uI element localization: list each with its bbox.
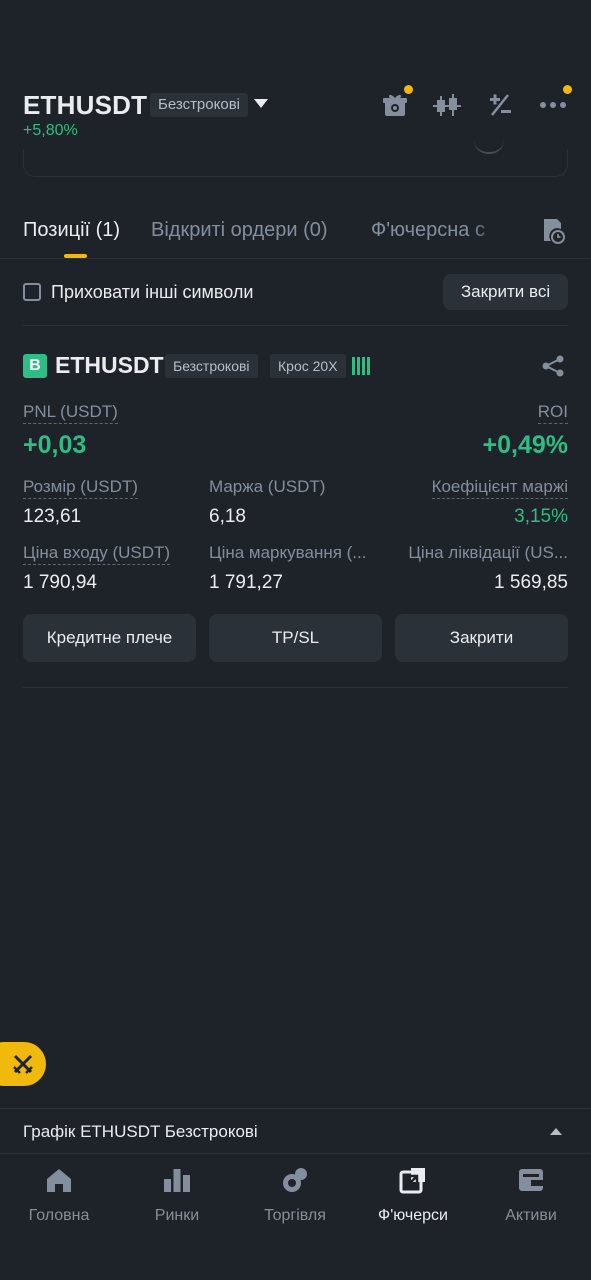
notification-dot [563,85,572,94]
chart-collapse-bar[interactable] [0,1108,591,1154]
hide-others-label[interactable]: Приховати інші символи [51,282,254,302]
tpsl-button[interactable]: TP/SL [209,614,382,662]
pnl-value: +0,03 [23,431,87,459]
active-tab-indicator [64,254,87,258]
nav-item-assets[interactable]: Активи [472,1165,590,1225]
calculator-icon[interactable] [485,90,515,120]
nav-item-trade[interactable]: Торгівля [236,1165,354,1225]
size-value: 123,61 [23,506,82,527]
chart-bar-label[interactable]: Графік ETHUSDT Безстрокові [23,1122,258,1141]
nav-item-home[interactable]: Головна [0,1165,118,1225]
position-symbol[interactable]: ETHUSDT [55,352,164,378]
share-icon[interactable] [538,351,568,381]
card-handle [474,140,504,154]
tabs-divider [0,258,591,259]
contract-type-badge[interactable]: Безстрокові [150,93,248,117]
price-change: +5,80% [23,122,78,139]
side-badge: B [23,354,47,378]
risk-bars-icon [352,357,370,375]
tab-fade [470,210,510,254]
candlestick-icon[interactable] [432,90,462,120]
mark-price-label: Ціна маркування (... [209,543,367,562]
margin-ratio-label[interactable]: Коефіцієнт маржі [431,477,568,499]
collapsed-card-edge [23,150,568,177]
size-label[interactable]: Розмір (USDT) [23,477,138,499]
notification-dot [404,85,413,94]
trade-icon [280,1165,310,1195]
nav-label: Ринки [154,1207,200,1224]
divider [23,687,568,688]
swords-icon [13,1054,33,1074]
margin-label: Маржа (USDT) [209,477,326,496]
leverage-button[interactable]: Кредитне плече [23,614,196,662]
tab-futures-grid[interactable]: Ф'ючерсна с [371,219,485,241]
nav-label: Торгівля [264,1207,326,1224]
futures-icon [398,1165,428,1195]
hide-others-checkbox[interactable] [23,283,41,301]
entry-price-label[interactable]: Ціна входу (USDT) [23,543,171,565]
margin-value: 6,18 [209,506,246,527]
history-icon[interactable] [539,216,569,246]
divider [23,325,568,326]
position-contract-type: Безстрокові [165,354,258,378]
roi-label[interactable]: ROI [537,402,568,424]
more-icon[interactable] [538,90,568,120]
floating-battle-button[interactable] [0,1042,46,1086]
markets-icon [162,1165,192,1195]
entry-price-value: 1 790,94 [23,572,97,593]
symbol-title[interactable]: ETHUSDT [23,90,148,120]
wallet-icon [516,1165,546,1195]
nav-item-markets[interactable]: Ринки [118,1165,236,1225]
close-position-button[interactable]: Закрити [395,614,568,662]
pnl-label[interactable]: PNL (USDT) [23,402,118,424]
roi-value: +0,49% [482,431,569,459]
margin-ratio-value: 3,15% [514,506,568,527]
chevron-up-icon[interactable] [550,1128,562,1135]
close-all-button[interactable]: Закрити всі [443,274,568,310]
tab-positions[interactable]: Позиції (1) [23,219,121,241]
gift-icon[interactable] [380,90,410,120]
symbol-dropdown-icon[interactable] [254,99,268,108]
home-icon [44,1165,74,1195]
liquidation-price-value: 1 569,85 [494,572,568,593]
mark-price-value: 1 791,27 [209,572,283,593]
nav-label: Ф'ючерси [378,1207,448,1224]
tab-open-orders[interactable]: Відкриті ордери (0) [151,219,328,241]
nav-label: Головна [28,1207,90,1224]
nav-item-futures[interactable]: Ф'ючерси [354,1165,472,1225]
nav-label: Активи [505,1207,557,1224]
liquidation-price-label: Ціна ліквідації (US... [408,543,568,562]
margin-mode-badge[interactable]: Крос 20X [270,354,346,378]
